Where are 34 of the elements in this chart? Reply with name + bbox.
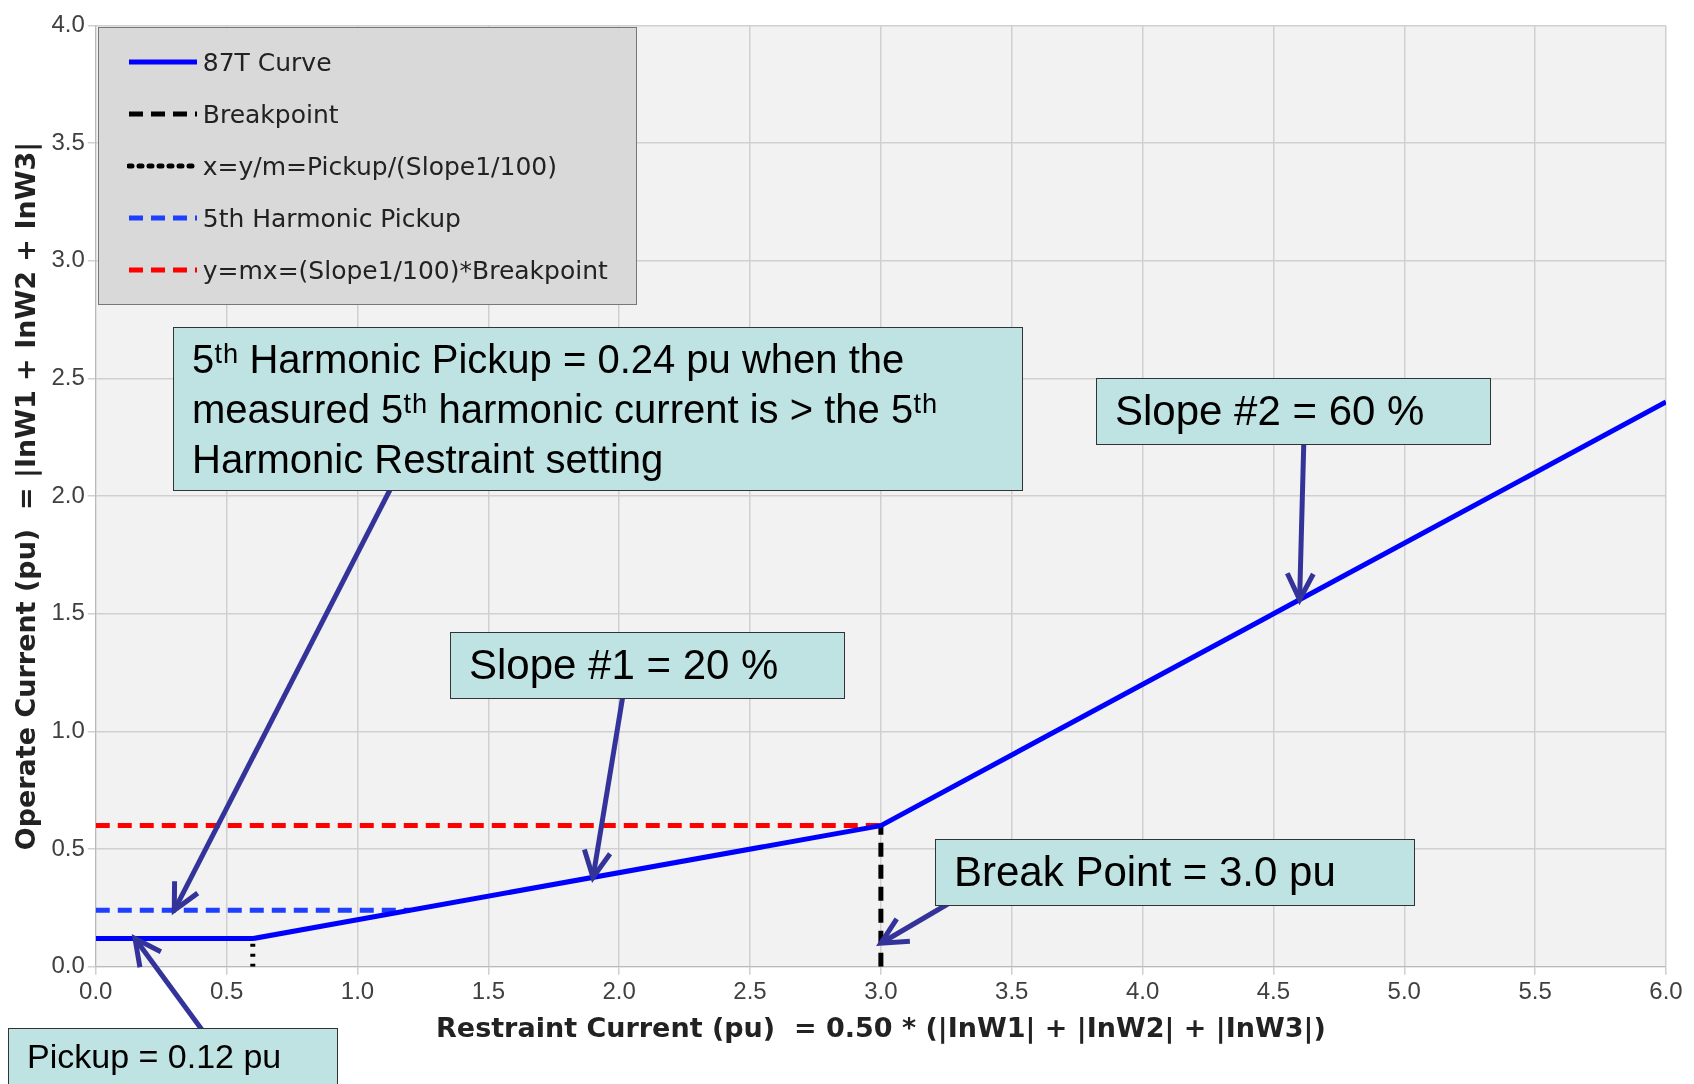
annotation: Slope #2 = 60 %	[1096, 378, 1491, 445]
x-tick-label: 6.0	[1649, 976, 1683, 1004]
annotation: Slope #1 = 20 %	[450, 632, 845, 699]
y-tick-label: 3.5	[51, 127, 85, 155]
annotation: 5ᵗʰ Harmonic Pickup = 0.24 pu when the measured 5ᵗʰ harmonic current is > the 5ᵗʰ Harmonic Restraint setting	[173, 327, 1023, 491]
y-tick-label: 2.5	[51, 363, 85, 391]
x-tick-label: 0.0	[79, 976, 113, 1004]
x-tick-label: 3.5	[995, 976, 1029, 1004]
legend-label: 5th Harmonic Pickup	[202, 203, 461, 233]
legend-label: Breakpoint	[202, 99, 339, 129]
x-tick-label: 5.5	[1518, 976, 1552, 1004]
annotation: Break Point = 3.0 pu	[935, 839, 1415, 906]
annotation: Pickup = 0.12 pu	[8, 1028, 338, 1084]
x-tick-label: 4.0	[1125, 976, 1160, 1004]
x-tick-label: 2.0	[602, 976, 636, 1004]
y-tick-label: 0.5	[51, 833, 85, 861]
legend-label: 87T Curve	[202, 47, 332, 77]
y-axis-title: Operate Current (pu) = |InW1 + InW2 + InW3|	[10, 141, 43, 851]
x-tick-label: 4.5	[1256, 976, 1291, 1004]
x-axis-title: Restraint Current (pu) = 0.50 * (|InW1| + |InW2| + |InW3|)	[436, 1011, 1326, 1044]
y-tick-label: 2.0	[51, 480, 85, 508]
x-tick-label: 1.5	[471, 976, 506, 1004]
legend-label: y=mx=(Slope1/100)*Breakpoint	[202, 255, 608, 285]
x-tick-label: 5.0	[1387, 976, 1421, 1004]
x-tick-label: 3.0	[864, 976, 898, 1004]
y-tick-label: 4.0	[51, 10, 85, 38]
y-tick-label: 3.0	[51, 245, 85, 273]
y-tick-label: 1.5	[51, 598, 85, 626]
x-tick-label: 0.5	[209, 976, 244, 1004]
x-tick-label: 1.0	[340, 976, 375, 1004]
y-tick-label: 1.0	[51, 716, 85, 744]
legend-label: x=y/m=Pickup/(Slope1/100)	[202, 151, 557, 181]
x-tick-label: 2.5	[733, 976, 767, 1004]
y-tick-label: 0.0	[51, 951, 85, 979]
